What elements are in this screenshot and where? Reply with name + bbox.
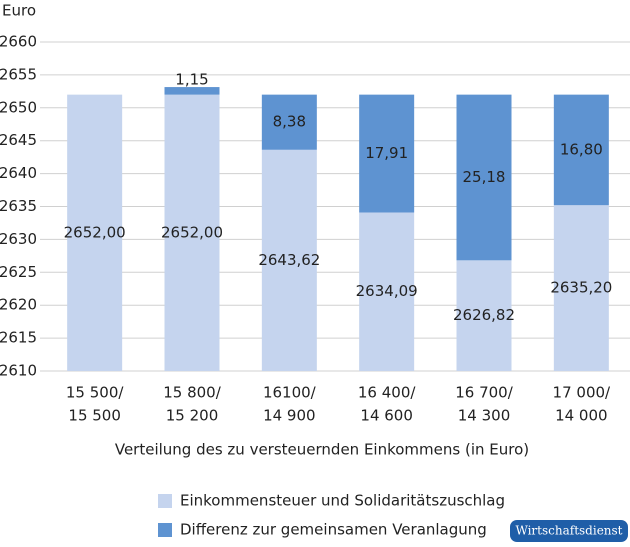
value-label: 2652,00	[161, 223, 223, 241]
bar-segment	[456, 94, 512, 261]
value-label: 25,18	[463, 168, 506, 186]
bar-segment	[359, 94, 415, 213]
y-tick-label: 2660	[0, 33, 37, 51]
legend-label: Einkommensteuer und Solidaritätszuschlag	[180, 492, 505, 510]
y-tick-label: 2650	[0, 98, 37, 116]
bar-segment	[261, 94, 317, 150]
value-label: 2643,62	[258, 251, 320, 269]
y-tick-label: 2655	[0, 65, 37, 83]
y-tick-label: 2625	[0, 263, 37, 281]
bar-segment	[164, 87, 220, 95]
y-tick-label: 2630	[0, 230, 37, 248]
source-badge-text: Wirtschaftsdienst	[515, 524, 622, 538]
value-label: 1,15	[175, 71, 208, 89]
bar-segment	[164, 94, 220, 371]
bar-segment	[261, 149, 317, 371]
legend-swatch	[158, 494, 172, 508]
y-axis-label: Euro	[2, 2, 36, 20]
value-label: 8,38	[273, 113, 306, 131]
x-tick-label: 16100/	[263, 384, 317, 402]
value-label: 2652,00	[64, 223, 126, 241]
x-tick-label: 14 900	[263, 407, 316, 425]
x-tick-label: 14 000	[555, 407, 608, 425]
value-label: 2626,82	[453, 306, 515, 324]
x-tick-label: 14 600	[360, 407, 413, 425]
legend-swatch	[158, 523, 172, 537]
source-badge	[510, 520, 628, 542]
y-tick-label: 2615	[0, 329, 37, 347]
x-tick-label: 16 400/	[358, 384, 416, 402]
y-tick-label: 2610	[0, 362, 37, 380]
y-tick-label: 2620	[0, 296, 37, 314]
x-tick-label: 17 000/	[553, 384, 611, 402]
x-tick-label: 15 500	[68, 407, 121, 425]
y-tick-label: 2640	[0, 164, 37, 182]
bar-segment	[456, 260, 512, 371]
value-label: 2634,09	[356, 282, 418, 300]
legend-label: Differenz zur gemeinsamen Veranlagung	[180, 521, 487, 539]
bar-segment	[553, 94, 609, 206]
x-axis-label: Verteilung des zu versteuernden Einkomme…	[115, 441, 529, 459]
x-tick-label: 16 700/	[455, 384, 513, 402]
y-tick-label: 2645	[0, 131, 37, 149]
x-tick-label: 15 500/	[66, 384, 124, 402]
x-tick-label: 14 300	[458, 407, 511, 425]
bar-segment	[67, 94, 123, 371]
x-tick-label: 15 200	[166, 407, 219, 425]
value-label: 17,91	[365, 144, 408, 162]
y-tick-label: 2635	[0, 197, 37, 215]
value-label: 16,80	[560, 140, 603, 158]
bar-segment	[359, 212, 415, 371]
x-tick-label: 15 800/	[163, 384, 221, 402]
value-label: 2635,20	[550, 279, 612, 297]
bar-segment	[553, 205, 609, 371]
